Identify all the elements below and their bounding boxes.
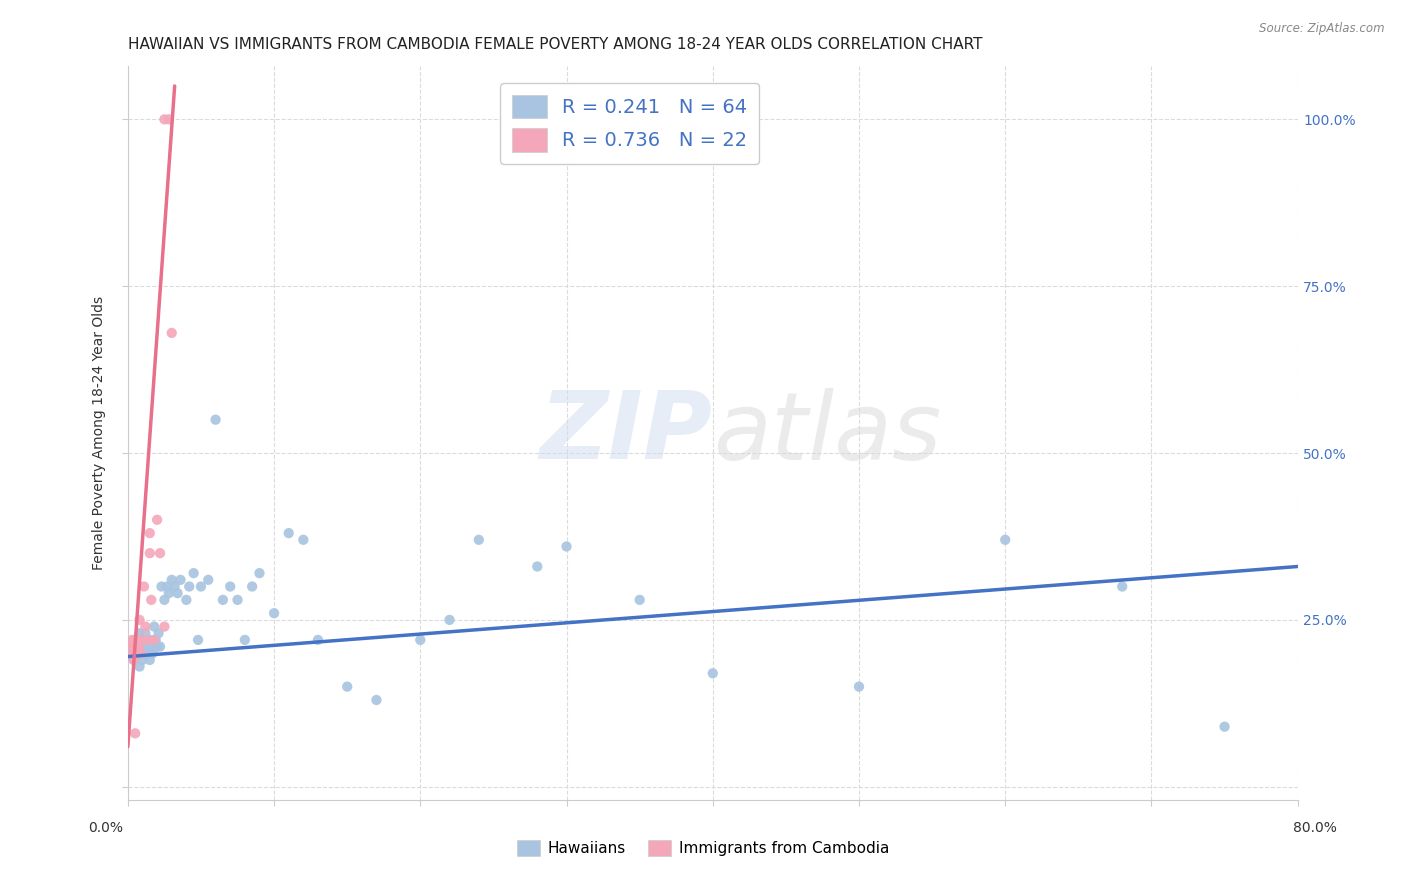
Point	[141, 593, 163, 607]
Point	[122, 640, 145, 654]
Point	[139, 653, 162, 667]
Point	[125, 632, 148, 647]
Point	[197, 573, 219, 587]
Point	[143, 619, 166, 633]
Point	[131, 653, 153, 667]
Point	[139, 632, 162, 647]
Point	[139, 546, 162, 560]
Point	[555, 540, 578, 554]
Point	[125, 640, 148, 654]
Point	[157, 112, 180, 127]
Point	[146, 640, 169, 654]
Point	[150, 580, 173, 594]
Text: Source: ZipAtlas.com: Source: ZipAtlas.com	[1260, 22, 1385, 36]
Point	[145, 632, 167, 647]
Point	[124, 632, 146, 647]
Point	[136, 646, 159, 660]
Point	[226, 593, 249, 607]
Point	[249, 566, 271, 581]
Y-axis label: Female Poverty Among 18-24 Year Olds: Female Poverty Among 18-24 Year Olds	[93, 296, 107, 570]
Point	[127, 646, 149, 660]
Point	[146, 513, 169, 527]
Point	[134, 626, 156, 640]
Point	[149, 546, 172, 560]
Point	[628, 593, 651, 607]
Point	[139, 526, 162, 541]
Legend: R = 0.241   N = 64, R = 0.736   N = 22: R = 0.241 N = 64, R = 0.736 N = 22	[501, 83, 759, 163]
Point	[134, 619, 156, 633]
Point	[212, 593, 235, 607]
Point	[128, 659, 150, 673]
Point	[120, 646, 142, 660]
Point	[468, 533, 491, 547]
Point	[129, 646, 152, 660]
Point	[163, 580, 186, 594]
Point	[179, 580, 201, 594]
Point	[135, 640, 157, 654]
Point	[1111, 580, 1133, 594]
Point	[131, 632, 153, 647]
Point	[169, 573, 191, 587]
Point	[131, 632, 153, 647]
Legend: Hawaiians, Immigrants from Cambodia: Hawaiians, Immigrants from Cambodia	[510, 834, 896, 862]
Point	[187, 632, 209, 647]
Point	[219, 580, 242, 594]
Point	[240, 580, 263, 594]
Text: ZIP: ZIP	[540, 387, 713, 479]
Point	[149, 640, 172, 654]
Point	[160, 573, 183, 587]
Point	[128, 613, 150, 627]
Point	[143, 632, 166, 647]
Point	[128, 626, 150, 640]
Point	[190, 580, 212, 594]
Point	[142, 646, 165, 660]
Point	[124, 646, 146, 660]
Point	[263, 606, 285, 620]
Point	[277, 526, 299, 541]
Point	[120, 640, 142, 654]
Point	[135, 632, 157, 647]
Point	[526, 559, 548, 574]
Point	[994, 533, 1017, 547]
Text: atlas: atlas	[713, 387, 941, 478]
Point	[122, 653, 145, 667]
Point	[848, 680, 870, 694]
Point	[233, 632, 256, 647]
Point	[121, 640, 143, 654]
Point	[141, 640, 163, 654]
Point	[307, 632, 329, 647]
Point	[366, 693, 388, 707]
Point	[157, 586, 180, 600]
Point	[153, 593, 176, 607]
Point	[129, 640, 152, 654]
Point	[336, 680, 359, 694]
Point	[121, 632, 143, 647]
Point	[176, 593, 198, 607]
Text: HAWAIIAN VS IMMIGRANTS FROM CAMBODIA FEMALE POVERTY AMONG 18-24 YEAR OLDS CORREL: HAWAIIAN VS IMMIGRANTS FROM CAMBODIA FEM…	[128, 37, 983, 53]
Point	[204, 412, 226, 426]
Point	[160, 326, 183, 340]
Point	[156, 580, 179, 594]
Point	[153, 112, 176, 127]
Point	[166, 586, 188, 600]
Point	[702, 666, 724, 681]
Point	[409, 632, 432, 647]
Point	[132, 580, 155, 594]
Point	[127, 632, 149, 647]
Point	[153, 619, 176, 633]
Point	[122, 653, 145, 667]
Point	[183, 566, 205, 581]
Text: 0.0%: 0.0%	[89, 821, 122, 835]
Point	[132, 646, 155, 660]
Text: 80.0%: 80.0%	[1292, 821, 1337, 835]
Point	[1213, 720, 1236, 734]
Point	[439, 613, 461, 627]
Point	[292, 533, 315, 547]
Point	[148, 626, 170, 640]
Point	[120, 646, 142, 660]
Point	[127, 640, 149, 654]
Point	[124, 726, 146, 740]
